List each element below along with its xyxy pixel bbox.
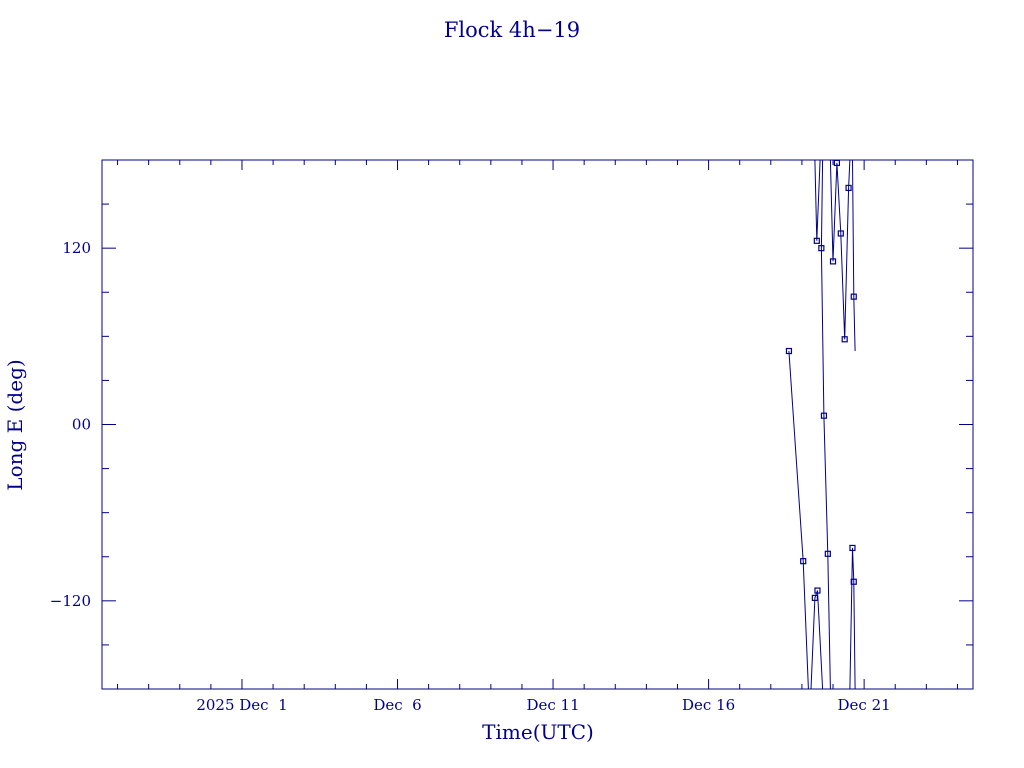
data-point xyxy=(818,245,825,252)
plot-frame xyxy=(101,159,974,690)
series-line-segment xyxy=(814,159,821,241)
series-line-segment xyxy=(829,159,851,340)
data-point xyxy=(811,594,818,601)
series-line-segment xyxy=(852,159,856,352)
chart-title: Flock 4h−19 xyxy=(444,18,580,42)
series-line-segment xyxy=(820,159,831,690)
data-point xyxy=(813,237,820,244)
series-line-segment xyxy=(788,350,809,690)
data-point xyxy=(820,412,828,419)
data-point xyxy=(845,184,852,192)
y-axis-label: Long E (deg) xyxy=(3,359,27,490)
x-tick-label: 2025 Dec 1 xyxy=(196,696,287,714)
x-tick-label: Dec 6 xyxy=(373,696,421,714)
y-tick-label: 00 xyxy=(72,416,91,434)
data-point xyxy=(849,544,856,552)
data-point xyxy=(800,558,807,565)
data-point xyxy=(841,336,848,343)
data-point xyxy=(837,230,844,237)
data-point xyxy=(829,258,837,265)
data-point xyxy=(850,578,857,585)
x-tick-label: Dec 16 xyxy=(682,696,735,714)
data-point xyxy=(833,159,841,167)
y-tick-label: −120 xyxy=(50,592,91,610)
x-axis-label: Time(UTC) xyxy=(482,720,594,744)
x-tick-label: Dec 11 xyxy=(526,696,579,714)
data-point xyxy=(850,293,857,300)
y-tick-label: 120 xyxy=(62,239,91,257)
data-point xyxy=(814,587,821,594)
data-point xyxy=(824,550,831,557)
data-point xyxy=(785,347,793,355)
series-line-segment xyxy=(849,547,856,690)
x-tick-label: Dec 21 xyxy=(838,696,891,714)
series-line-segment xyxy=(810,590,824,690)
